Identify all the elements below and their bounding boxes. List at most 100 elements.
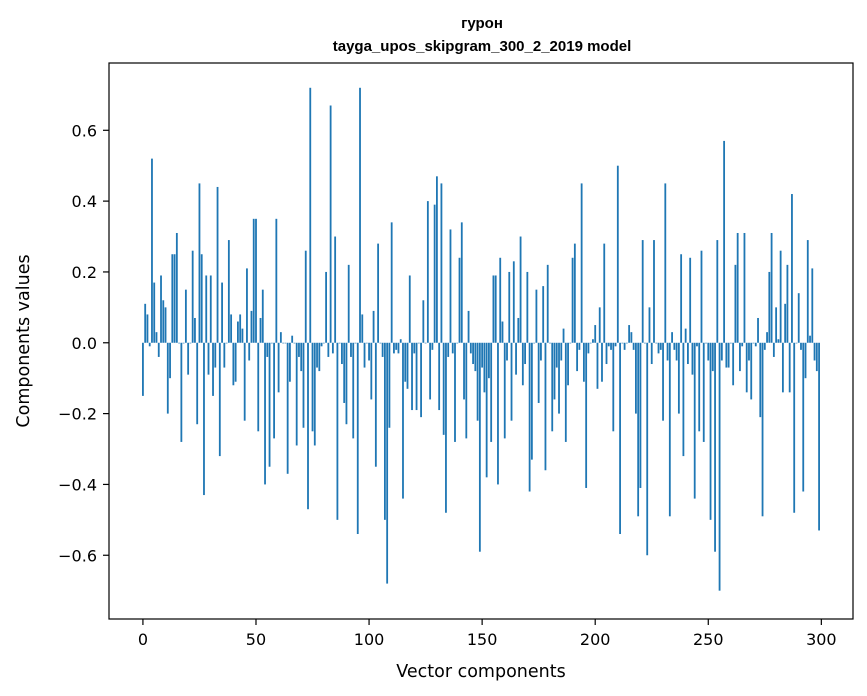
bar-33 bbox=[216, 186, 219, 343]
bar-165 bbox=[515, 342, 517, 375]
bar-151 bbox=[483, 342, 486, 393]
bar-294 bbox=[806, 240, 809, 343]
bar-69 bbox=[298, 342, 300, 357]
bar-40 bbox=[232, 342, 235, 386]
bar-51 bbox=[257, 342, 260, 432]
bar-189 bbox=[569, 342, 572, 344]
bar-191 bbox=[573, 243, 576, 343]
bar-200 bbox=[594, 325, 597, 343]
bar-128 bbox=[431, 342, 434, 350]
bar-70 bbox=[300, 342, 303, 372]
bar-182 bbox=[553, 342, 556, 400]
bar-285 bbox=[786, 264, 789, 343]
bar-293 bbox=[804, 342, 807, 379]
bar-201 bbox=[596, 342, 599, 389]
bar-270 bbox=[752, 342, 755, 344]
bar-48 bbox=[250, 310, 253, 343]
bar-146 bbox=[472, 342, 474, 365]
bar-236 bbox=[675, 342, 678, 361]
bar-52 bbox=[259, 317, 262, 343]
bar-47 bbox=[248, 342, 251, 361]
bar-66 bbox=[291, 335, 294, 343]
bar-97 bbox=[361, 314, 364, 343]
bar-227 bbox=[655, 342, 658, 344]
bar-28 bbox=[205, 275, 208, 343]
bar-137 bbox=[451, 342, 454, 354]
bar-250 bbox=[707, 342, 710, 361]
bar-238 bbox=[680, 254, 683, 343]
x-tick-label: 300 bbox=[806, 630, 837, 649]
bar-174 bbox=[535, 289, 538, 343]
bar-177 bbox=[542, 286, 545, 343]
bar-38 bbox=[227, 240, 230, 343]
bar-46 bbox=[246, 268, 248, 343]
bar-99 bbox=[365, 342, 368, 344]
bar-243 bbox=[691, 342, 694, 375]
bar-162 bbox=[508, 271, 511, 343]
plot-area bbox=[109, 63, 853, 619]
bar-150 bbox=[481, 342, 484, 368]
bar-95 bbox=[356, 342, 359, 535]
bar-139 bbox=[456, 342, 459, 344]
bar-237 bbox=[677, 342, 680, 414]
bar-34 bbox=[218, 342, 221, 457]
bar-274 bbox=[761, 342, 764, 517]
y-tick-label: 0.0 bbox=[72, 334, 97, 353]
bar-27 bbox=[203, 342, 205, 496]
bar-134 bbox=[445, 342, 447, 513]
bar-296 bbox=[811, 268, 814, 343]
bar-232 bbox=[666, 342, 669, 361]
bar-173 bbox=[533, 342, 536, 344]
bar-156 bbox=[494, 275, 497, 343]
bar-287 bbox=[791, 194, 793, 343]
bar-142 bbox=[463, 342, 465, 400]
bar-199 bbox=[592, 339, 594, 343]
x-tick-label: 50 bbox=[246, 630, 266, 649]
bar-83 bbox=[329, 105, 332, 343]
bar-31 bbox=[212, 342, 214, 396]
bar-283 bbox=[781, 342, 784, 393]
bar-223 bbox=[646, 342, 649, 556]
bar-207 bbox=[610, 342, 612, 350]
bar-291 bbox=[800, 342, 802, 350]
bar-112 bbox=[395, 342, 398, 350]
bar-279 bbox=[772, 342, 775, 357]
bar-89 bbox=[343, 342, 346, 403]
bar-275 bbox=[763, 342, 766, 350]
bar-280 bbox=[775, 307, 778, 343]
bar-179 bbox=[546, 264, 549, 343]
bar-197 bbox=[587, 342, 590, 354]
bar-245 bbox=[696, 342, 698, 347]
bar-282 bbox=[779, 250, 782, 343]
bar-240 bbox=[684, 328, 687, 343]
bar-194 bbox=[580, 183, 583, 343]
bar-121 bbox=[415, 342, 418, 411]
bar-181 bbox=[551, 342, 554, 432]
bar-118 bbox=[408, 275, 411, 343]
bar-75 bbox=[311, 342, 314, 432]
bar-13 bbox=[171, 254, 174, 343]
bar-115 bbox=[402, 342, 404, 499]
y-tick-label: 0.6 bbox=[72, 121, 97, 140]
bar-135 bbox=[447, 342, 450, 357]
bar-11 bbox=[166, 342, 169, 414]
bar-284 bbox=[784, 303, 787, 343]
bar-209 bbox=[614, 342, 617, 347]
y-tick-label: −0.2 bbox=[58, 405, 97, 424]
bar-103 bbox=[374, 342, 377, 467]
bar-257 bbox=[723, 140, 726, 343]
bar-84 bbox=[331, 342, 334, 354]
bar-166 bbox=[517, 317, 520, 343]
bar-15 bbox=[175, 232, 178, 343]
bar-63 bbox=[284, 342, 287, 344]
bar-254 bbox=[716, 240, 719, 343]
bar-2 bbox=[146, 314, 149, 343]
bar-212 bbox=[621, 342, 624, 344]
x-tick-label: 150 bbox=[467, 630, 498, 649]
bar-273 bbox=[759, 342, 762, 418]
bar-169 bbox=[524, 342, 526, 365]
bar-126 bbox=[426, 201, 429, 343]
bar-5 bbox=[153, 282, 156, 343]
chart-title: гурон bbox=[461, 15, 503, 32]
bar-167 bbox=[519, 236, 522, 343]
